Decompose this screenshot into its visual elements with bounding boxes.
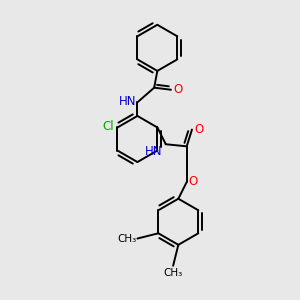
Text: O: O — [194, 123, 203, 136]
Text: HN: HN — [145, 145, 163, 158]
Text: CH₃: CH₃ — [117, 233, 136, 244]
Text: O: O — [173, 83, 182, 96]
Text: O: O — [189, 176, 198, 188]
Text: Cl: Cl — [103, 120, 114, 133]
Text: HN: HN — [119, 95, 136, 108]
Text: CH₃: CH₃ — [164, 268, 183, 278]
